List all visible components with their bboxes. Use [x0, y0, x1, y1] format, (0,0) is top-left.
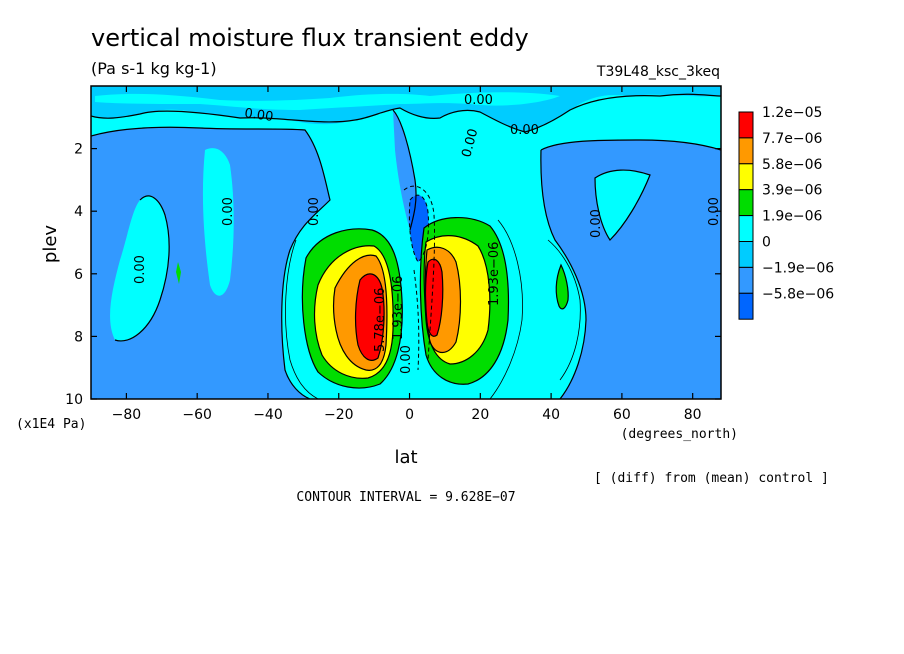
colorbar-label: 3.9e−06	[762, 183, 823, 199]
nh-cyan-notch	[595, 170, 650, 240]
colorbar-swatch	[738, 215, 754, 243]
y-tick-label: 2	[74, 142, 83, 158]
x-tick-label: −80	[112, 407, 142, 423]
colorbar-label: 0	[762, 235, 771, 251]
x-tick-label: 40	[542, 407, 560, 423]
sh-cyan-strip-2	[202, 148, 234, 296]
nh-blue-region	[540, 140, 721, 399]
negative-contours	[403, 185, 436, 371]
contour-lines	[91, 93, 721, 399]
y-axis-label: plev	[40, 225, 61, 264]
nh-midlat-green	[556, 265, 569, 309]
colorbar-label: 1.9e−06	[762, 209, 823, 225]
nh-red	[425, 259, 443, 337]
contour-interval: CONTOUR INTERVAL = 9.628E−07	[296, 490, 515, 505]
x-axis-label: lat	[394, 447, 417, 468]
upper-zero-band	[91, 86, 721, 132]
y-axis-units: (x1E4 Pa)	[16, 417, 86, 432]
run-label: T39L48_ksc_3keq	[596, 64, 720, 80]
x-axis: −80 −60 −40 −20 0 20 40 60 80	[112, 86, 702, 423]
contour-label: 0.00	[464, 93, 493, 108]
colorbar-swatch	[738, 266, 754, 294]
contour-label: 0.00	[589, 209, 604, 238]
colorbar-label: 1.2e−05	[762, 105, 822, 121]
chart-title: vertical moisture flux transient eddy	[91, 24, 529, 52]
contour-label: 1.93e−06	[487, 242, 502, 306]
y-tick-label: 10	[65, 392, 83, 408]
units-label: (Pa s-1 kg kg-1)	[91, 59, 217, 78]
contour-label: 0.00	[221, 197, 236, 226]
x-axis-units: (degrees_north)	[621, 427, 738, 442]
contour-label: 0.00	[133, 255, 148, 284]
upper-cyan-lens	[95, 92, 560, 110]
x-tick-label: −40	[253, 407, 283, 423]
x-tick-label: 0	[405, 407, 414, 423]
annotation-right: [ (diff) from (mean) control ]	[594, 471, 829, 486]
y-tick-label: 8	[74, 329, 83, 345]
contour-label: 5.78e−06	[373, 288, 388, 352]
sh-red	[355, 273, 385, 361]
contour-label: 0.00	[459, 127, 481, 159]
x-tick-label: 20	[471, 407, 489, 423]
contour-label-group: 0.00 0.00 0.00 0.00 0.00 0.00 0.00 0.00 …	[133, 93, 722, 374]
sh-green-fleck	[176, 262, 181, 284]
colorbar-swatch	[738, 137, 754, 165]
x-tick-label: −20	[324, 407, 354, 423]
colorbar: 1.2e−05 7.7e−06 5.8e−06 3.9e−06 1.9e−06 0 −1.9…	[738, 105, 834, 320]
contour-label: 0.00	[243, 106, 274, 125]
colorbar-swatch	[738, 241, 754, 268]
plot-frame	[90, 85, 722, 400]
colorbar-label: 7.7e−06	[762, 131, 823, 147]
colorbar-swatch	[738, 111, 754, 139]
colorbar-swatch	[738, 189, 754, 217]
x-tick-label: 80	[684, 407, 702, 423]
x-tick-label: −60	[182, 407, 212, 423]
contour-label: 1.93e−06	[391, 276, 406, 340]
colorbar-label: 5.8e−06	[762, 157, 823, 173]
x-tick-label: 60	[613, 407, 631, 423]
contour-label: 0.00	[307, 197, 322, 226]
y-tick-label: 6	[74, 267, 83, 283]
contour-label: 0.00	[707, 197, 722, 226]
y-tick-label: 4	[74, 204, 83, 220]
sh-cyan-tongue	[110, 195, 170, 341]
contour-label: 0.00	[510, 123, 539, 138]
colorbar-swatch	[738, 292, 754, 320]
colorbar-label: −1.9e−06	[762, 260, 834, 276]
plot-area: 0.00 0.00 0.00 0.00 0.00 0.00 0.00 0.00 …	[91, 86, 722, 399]
contour-label: 0.00	[399, 345, 414, 374]
colorbar-swatch	[738, 163, 754, 191]
colorbar-label: −5.8e−06	[762, 286, 834, 302]
y-axis: 2 4 6 8 10	[65, 142, 721, 408]
